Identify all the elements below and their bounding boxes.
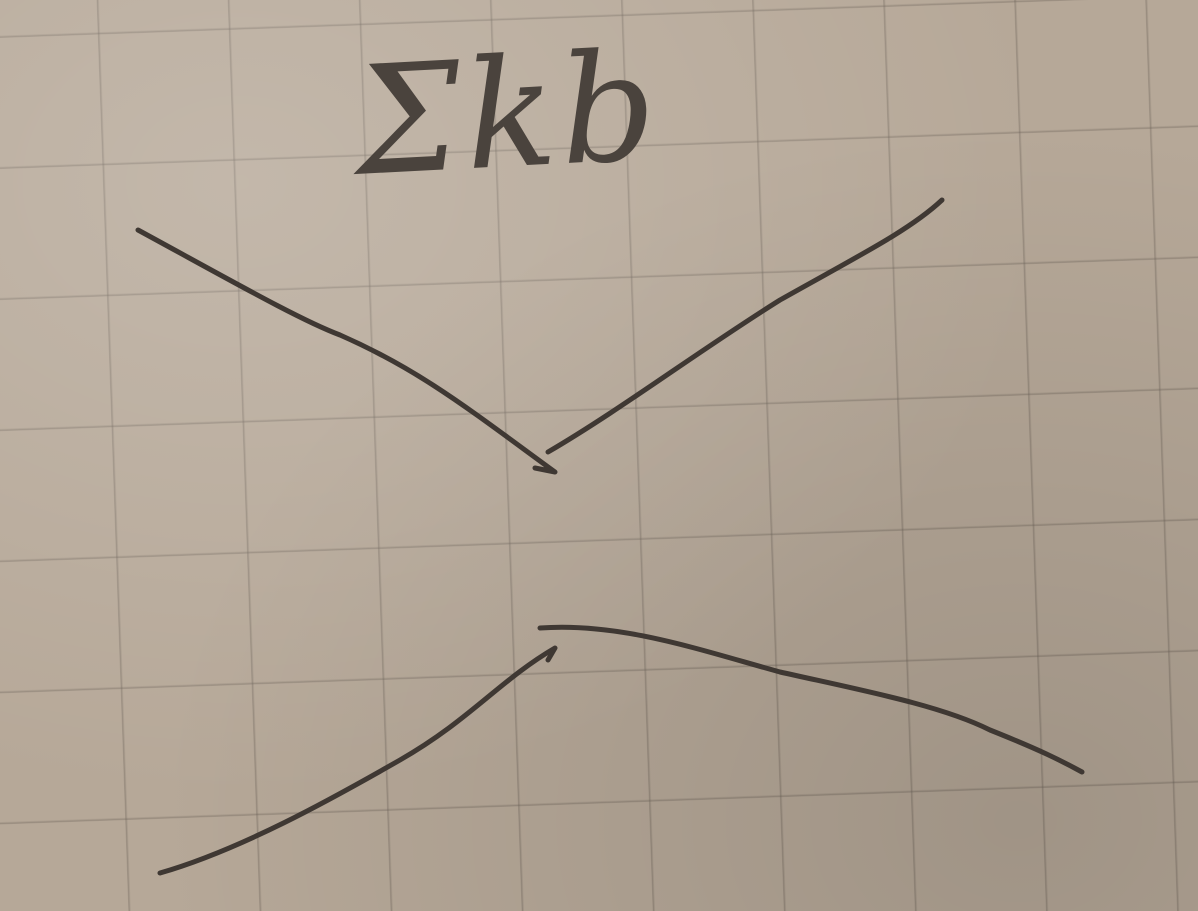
stroke-upper-right [545,197,945,455]
stroke-upper-left [135,227,558,475]
sketch-label: Σkb [350,20,665,210]
stroke-lower-right [537,624,1085,775]
stroke-lower-left [157,645,558,876]
